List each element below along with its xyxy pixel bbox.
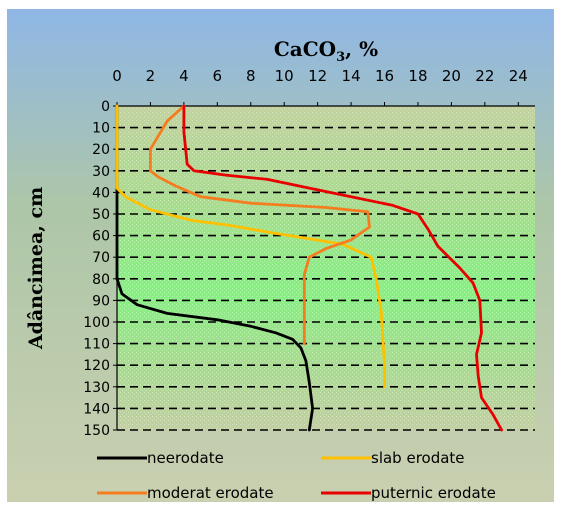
y-tick-label-40: 40: [92, 185, 110, 201]
y-tick-label-30: 30: [92, 164, 110, 180]
y-tick-label-80: 80: [92, 272, 110, 288]
y-axis-label: Adâncimea, cm: [25, 187, 47, 350]
y-tick-label-50: 50: [92, 207, 110, 223]
plot-texture: [117, 106, 535, 430]
y-tick-label-20: 20: [92, 142, 110, 158]
legend-label-neerodate: neerodate: [147, 449, 224, 467]
series-line-slab-erodate: [115, 104, 386, 389]
x-tick-label-10: 10: [275, 67, 294, 85]
chart-title: CaCO3, %: [274, 37, 378, 65]
x-tick-label-8: 8: [246, 67, 256, 85]
legend-label-puternic-erodate: puternic erodate: [371, 484, 496, 502]
x-tick-label-16: 16: [375, 67, 394, 85]
x-tick-label-12: 12: [308, 67, 327, 85]
chart-title-subscript: 3: [336, 50, 345, 65]
y-tick-label-60: 60: [92, 229, 110, 245]
x-tick-label-0: 0: [112, 67, 122, 85]
series-line-neerodate: [115, 104, 314, 432]
x-tick-label-4: 4: [179, 67, 189, 85]
y-tick-label-70: 70: [92, 250, 110, 266]
chart-title-main: CaCO: [274, 37, 336, 61]
x-tick-label-20: 20: [442, 67, 461, 85]
x-tick-label-2: 2: [146, 67, 156, 85]
y-tick-label-90: 90: [92, 293, 110, 309]
series-line-moderat-erodate: [149, 104, 371, 345]
legend: neerodate slab erodate moderat erodate pute…: [97, 449, 496, 502]
series-layer: [115, 104, 503, 432]
y-tick-label-150: 150: [83, 423, 110, 439]
x-tick-label-6: 6: [213, 67, 223, 85]
y-tick-label-10: 10: [92, 121, 110, 137]
x-tick-label-18: 18: [408, 67, 427, 85]
y-tick-label-0: 0: [101, 99, 110, 115]
y-tick-label-120: 120: [83, 358, 110, 374]
y-tick-label-100: 100: [83, 315, 110, 331]
legend-label-moderat-erodate: moderat erodate: [147, 484, 274, 502]
chart-title-suffix: , %: [345, 37, 378, 61]
y-tick-label-140: 140: [83, 401, 110, 417]
y-tick-label-110: 110: [83, 337, 110, 353]
y-tick-label-130: 130: [83, 380, 110, 396]
x-tick-label-14: 14: [342, 67, 361, 85]
x-tick-label-22: 22: [475, 67, 494, 85]
series-line-puternic-erodate: [182, 104, 503, 432]
legend-label-slab-erodate: slab erodate: [371, 449, 465, 467]
x-tick-label-24: 24: [509, 67, 528, 85]
